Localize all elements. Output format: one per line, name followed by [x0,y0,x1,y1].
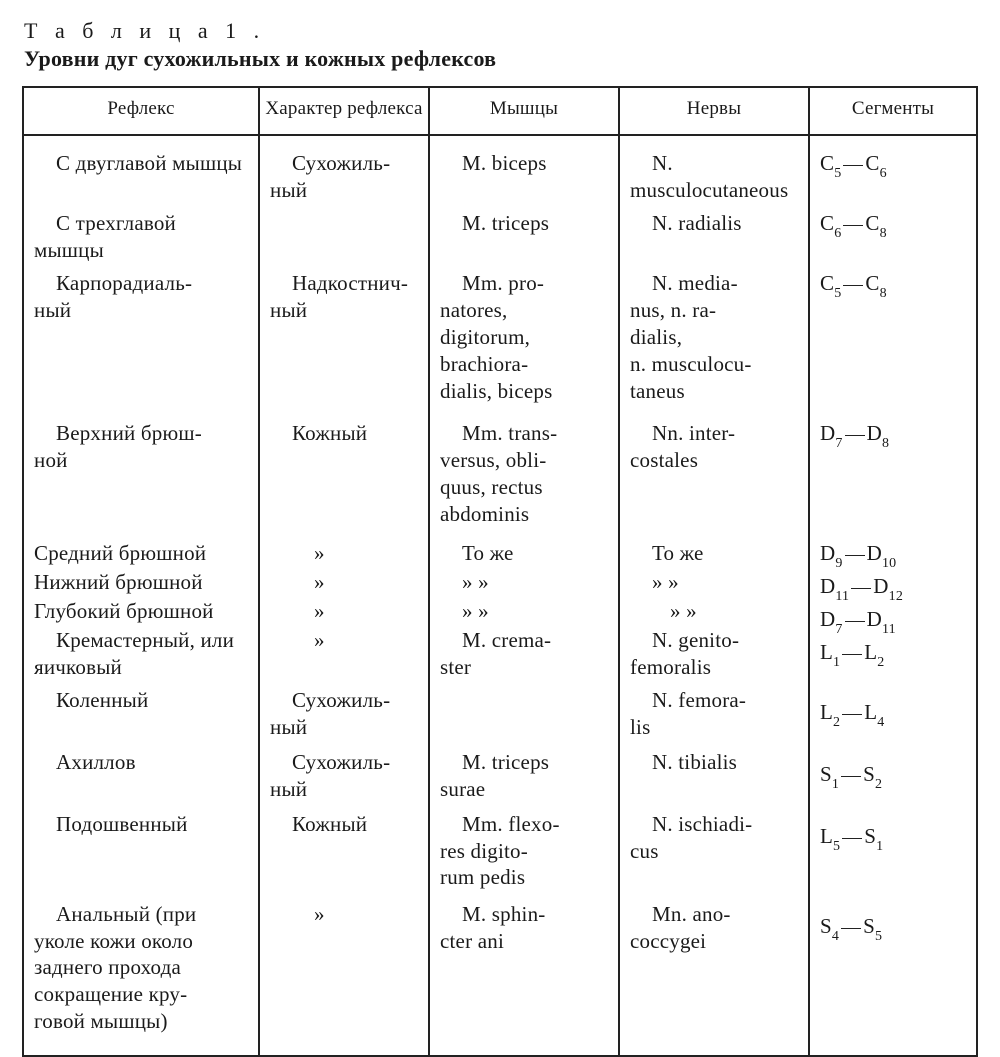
nerves-text: N. ischiadi-cus [630,811,798,899]
nerves-text: » » [630,569,798,596]
table-header-row: Рефлекс Характер рефлекса Мышцы Нервы Се… [23,87,977,135]
col-header-muscles: Мышцы [429,87,619,135]
table-body-row: С двуглавой мышцы С трехглавой мышцы Кар… [23,135,977,1056]
reflex-text: Нижний брюшной [34,569,248,596]
segment-text: C5C8 [820,270,966,418]
table-title: Уровни дуг сухожильных и кожных рефлексо… [24,46,978,72]
page: Т а б л и ц а 1 . Уровни дуг сухожильных… [0,0,1000,990]
muscles-text: » » [440,598,608,625]
table-caption: Т а б л и ц а 1 . [24,18,978,44]
reflex-text: Подошвенный [34,811,248,899]
character-text: Кожный [270,420,418,538]
col-header-nerves: Нервы [619,87,809,135]
reflex-text: С двуглавой мышцы [34,150,248,208]
nerves-text: » » [630,598,798,625]
reflex-text: Глубокий брюшной [34,598,248,625]
reflex-text: Средний брюшной [34,540,248,567]
character-cell: Сухожиль-ный Надкостнич-ный Кожный » » »… [259,135,429,1056]
segment-text: L2L4 [820,699,966,759]
segment-text: D7D11 [820,606,966,637]
reflex-table: Рефлекс Характер рефлекса Мышцы Нервы Се… [22,86,978,1057]
segment-text: D11D12 [820,573,966,604]
muscles-text: Mm. trans-versus, obli-quus, rectusabdom… [440,420,608,538]
nerves-text: Nn. inter-costales [630,420,798,538]
character-text: » [270,569,418,596]
character-text [270,210,418,268]
segment-text: L5S1 [820,823,966,911]
reflex-text: Анальный (при уколе кожи около заднего п… [34,901,248,1035]
character-text: Сухожиль-ный [270,749,418,809]
nerves-text: N. musculocutaneous [630,150,798,208]
nerves-text: Mn. ano-coccygei [630,901,798,955]
character-text: » [270,627,418,685]
character-text: » [270,540,418,567]
nerves-text: N. femora-lis [630,687,798,747]
character-text: Кожный [270,811,418,899]
reflex-text: Ахиллов [34,749,248,809]
muscles-text: » » [440,569,608,596]
character-text: Сухожиль-ный [270,150,418,208]
col-header-character: Характер рефлекса [259,87,429,135]
muscles-text: Mm. pro-natores,digitorum,brachiora-dial… [440,270,608,418]
character-text: » [270,598,418,625]
col-header-reflex: Рефлекс [23,87,259,135]
segment-text: C5C6 [820,150,966,208]
segment-text: L1L2 [820,639,966,697]
nerves-text: N. tibialis [630,749,798,809]
segment-text: C6C8 [820,210,966,268]
col-header-segments: Сегменты [809,87,977,135]
nerves-text: N. genito-femoralis [630,627,798,685]
reflex-text: С трехглавой мышцы [34,210,248,268]
reflex-text: Верхний брюш-ной [34,420,248,538]
nerves-text: N. radialis [630,210,798,268]
character-text: Сухожиль-ный [270,687,418,747]
nerves-text: То же [630,540,798,567]
nerves-cell: N. musculocutaneous N. radialis N. media… [619,135,809,1056]
reflex-text: Коленный [34,687,248,747]
reflex-text: Карпорадиаль-ный [34,270,248,418]
segments-cell: C5C6 C6C8 C5C8 D7D8 D9D10 D11D12 D7D11 L… [809,135,977,1056]
reflex-text: Кремастерный, или яичковый [34,627,248,685]
muscles-text [440,687,608,747]
muscles-text: Mm. flexo-res digito-rum pedis [440,811,608,899]
segment-text: S1S2 [820,761,966,821]
segment-text: D7D8 [820,420,966,538]
muscles-text: M. crema-ster [440,627,608,685]
muscles-text: M. sphin-cter ani [440,901,608,955]
segment-text: D9D10 [820,540,966,571]
segment-text: S4S5 [820,913,966,944]
nerves-text: N. media-nus, n. ra-dialis,n. musculocu-… [630,270,798,418]
muscles-text: M. triceps [440,210,608,268]
character-text: » [270,901,418,928]
muscles-text: M. biceps [440,150,608,208]
muscles-cell: M. biceps M. triceps Mm. pro-natores,dig… [429,135,619,1056]
character-text: Надкостнич-ный [270,270,418,418]
reflex-cell: С двуглавой мышцы С трехглавой мышцы Кар… [23,135,259,1056]
muscles-text: То же [440,540,608,567]
muscles-text: M. tricepssurae [440,749,608,809]
